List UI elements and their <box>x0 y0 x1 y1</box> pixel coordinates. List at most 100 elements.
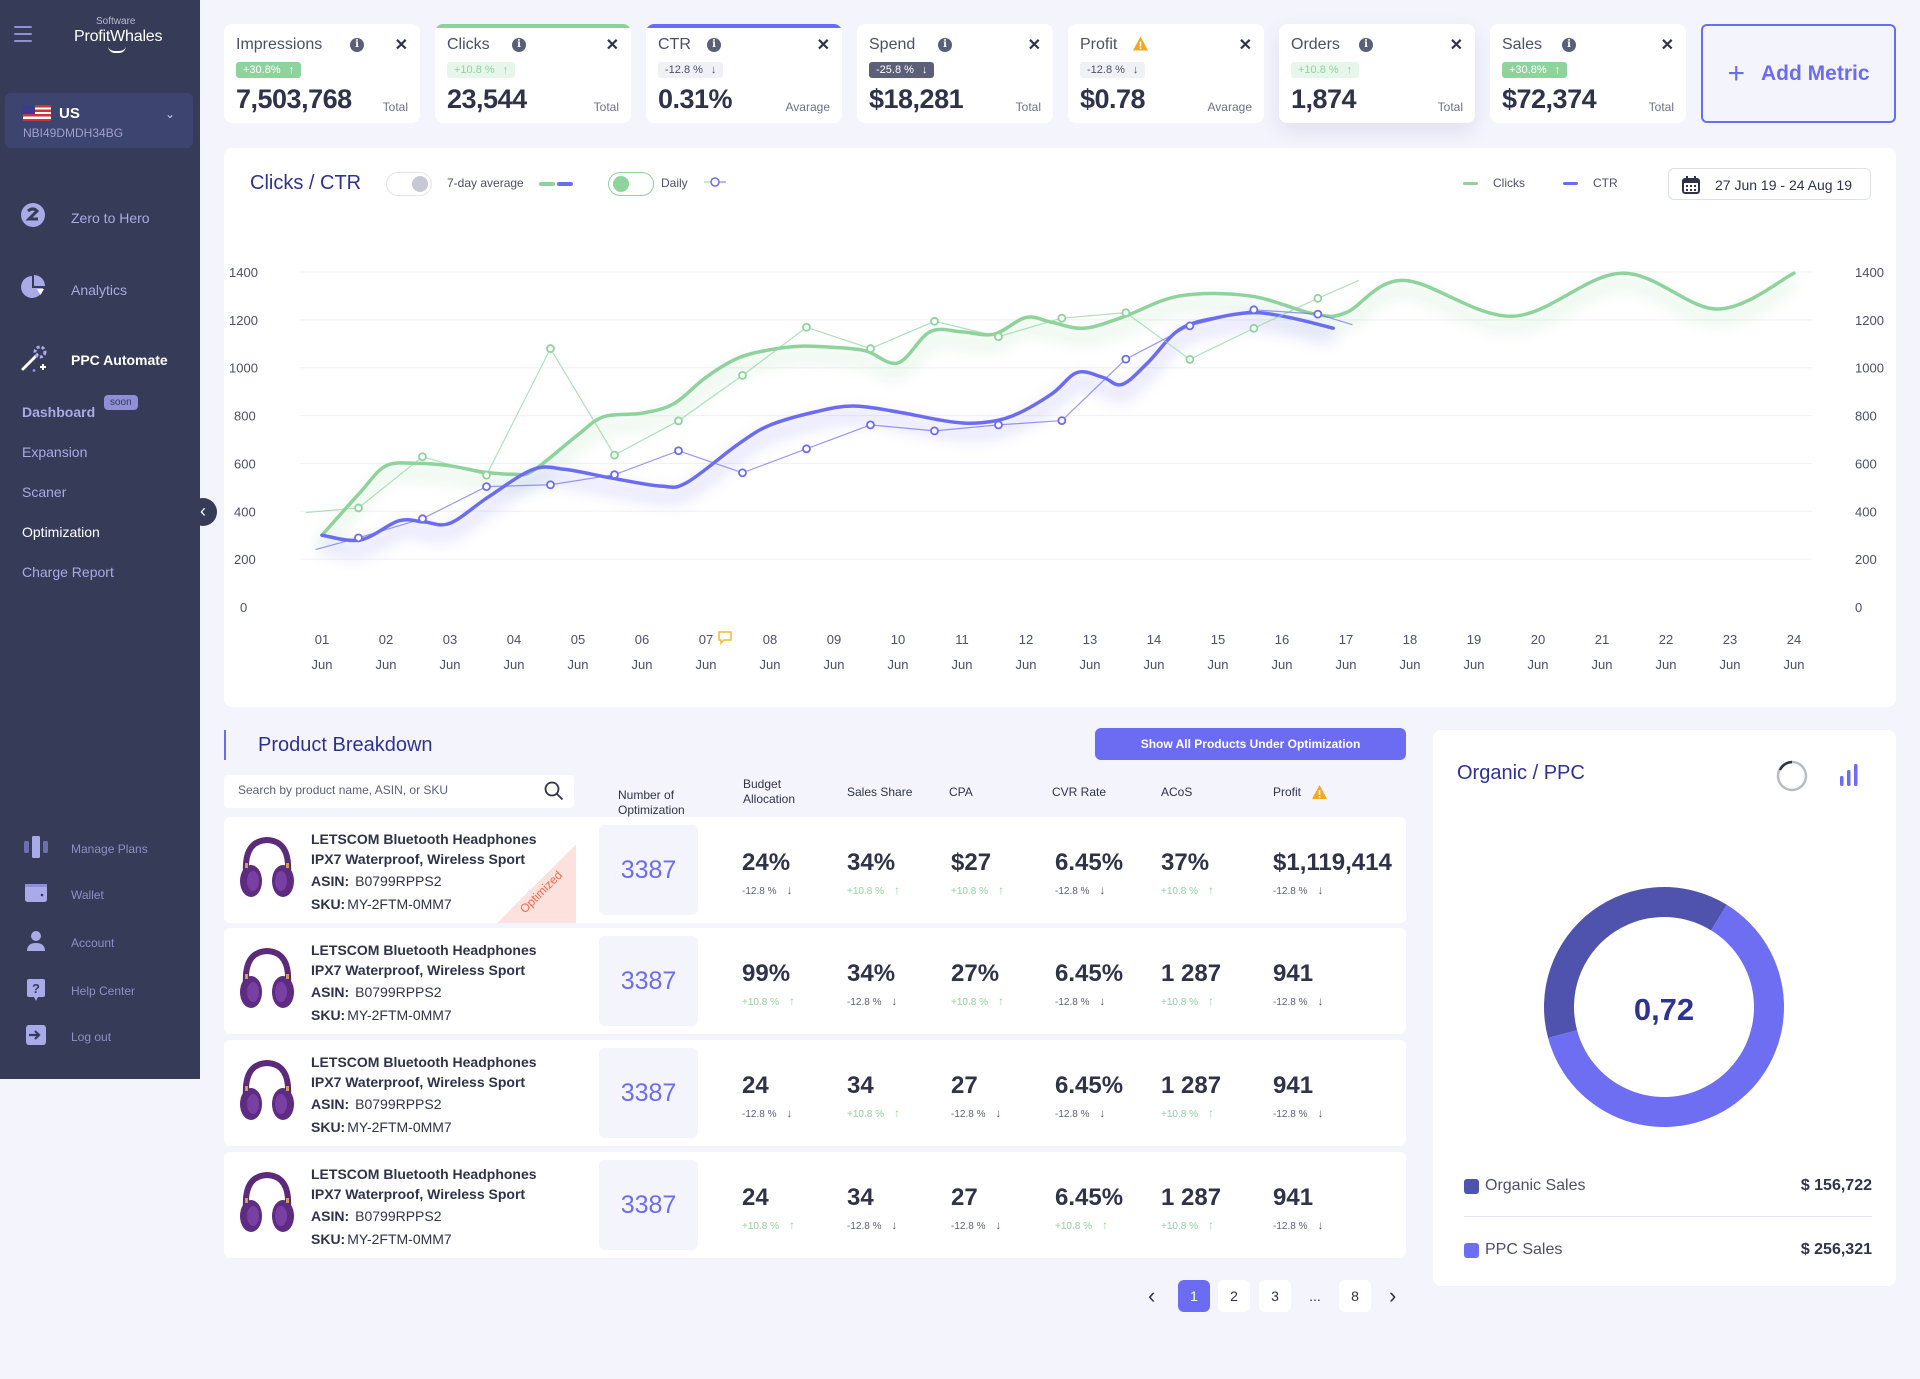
sidebar-subitem-scaner[interactable]: Scaner <box>22 484 67 500</box>
ctr-daily-point <box>418 514 427 524</box>
page-2-button[interactable]: 2 <box>1218 1280 1250 1312</box>
donut-view-icon[interactable] <box>1776 760 1808 792</box>
product-name-line1[interactable]: LETSCOM Bluetooth Headphones <box>311 942 537 958</box>
sidebar-item-log-out[interactable]: Log out <box>0 1025 200 1050</box>
optimization-count[interactable]: 3387 <box>599 936 698 1026</box>
sidebar-item-wallet[interactable]: Wallet <box>0 884 200 908</box>
sidebar-item-account[interactable]: Account <box>0 931 200 956</box>
table-row[interactable]: LETSCOM Bluetooth Headphones IPX7 Waterpr… <box>224 928 1406 1034</box>
header-sales-share[interactable]: Sales Share <box>847 785 913 799</box>
close-metric-icon[interactable]: ✕ <box>605 37 619 54</box>
collapse-sidebar-button[interactable]: ‹ <box>189 498 217 526</box>
asin-label: ASIN: <box>311 873 350 889</box>
optimization-count[interactable]: 3387 <box>599 825 698 915</box>
info-icon[interactable]: i <box>512 38 526 52</box>
clicks-daily-point <box>802 322 811 332</box>
metric-card-spend[interactable]: Spend i ✕ -25.8 % ↓ $18,281 Total <box>857 24 1053 123</box>
menu-icon[interactable] <box>14 26 32 42</box>
sidebar-item-zero-to-hero[interactable]: Zero to Hero <box>0 203 200 234</box>
seven-day-average-toggle[interactable] <box>386 172 432 196</box>
search-icon[interactable] <box>544 781 564 801</box>
header-acos[interactable]: ACoS <box>1161 785 1193 799</box>
metric-card-profit[interactable]: Profit ✕ -12.8 % ↓ $0.78 Avarage <box>1068 24 1264 123</box>
y-tick-left: 1400 <box>229 265 258 280</box>
arrow-down-icon: ↓ <box>891 1218 898 1232</box>
x-tick-day: 13 <box>1083 632 1097 647</box>
product-asin: ASIN: B0799RPPS2 <box>311 873 442 889</box>
arrow-down-icon: ↓ <box>786 1106 793 1120</box>
table-row[interactable]: LETSCOM Bluetooth Headphones IPX7 Waterpr… <box>224 1152 1406 1258</box>
date-range-picker[interactable]: 27 Jun 19 - 24 Aug 19 <box>1668 168 1871 200</box>
close-metric-icon[interactable]: ✕ <box>394 37 408 54</box>
metric-card-clicks[interactable]: Clicks i ✕ +10.8 % ↑ 23,544 Total <box>435 24 631 123</box>
show-all-products-button[interactable]: Show All Products Under Optimization <box>1095 728 1406 760</box>
optimization-count[interactable]: 3387 <box>599 1048 698 1138</box>
budget-allocation-change: -12.8 % ↓ <box>742 1106 792 1120</box>
daily-toggle[interactable] <box>608 172 654 196</box>
add-metric-button[interactable]: + Add Metric <box>1701 24 1896 123</box>
close-metric-icon[interactable]: ✕ <box>1027 37 1041 54</box>
sidebar-item-ppc-automate[interactable]: PPC Automate <box>0 345 200 376</box>
sidebar-item-manage-plans[interactable]: Manage Plans <box>0 836 200 862</box>
product-name-line1[interactable]: LETSCOM Bluetooth Headphones <box>311 1054 537 1070</box>
pagination-ellipsis: ... <box>1309 1288 1321 1304</box>
product-search[interactable] <box>224 775 574 808</box>
x-tick-day: 07 <box>699 632 713 647</box>
sidebar-item-label: Zero to Hero <box>71 210 150 226</box>
arrow-up-icon: ↑ <box>1207 994 1214 1008</box>
close-metric-icon[interactable]: ✕ <box>816 37 830 54</box>
header-budget-allocation[interactable]: Budget Allocation <box>743 777 795 807</box>
profit-change: -12.8 % ↓ <box>1273 1218 1323 1232</box>
info-icon[interactable]: i <box>1562 38 1576 52</box>
product-search-input[interactable] <box>238 783 538 797</box>
metric-card-impressions[interactable]: Impressions i ✕ +30.8% ↑ 7,503,768 Total <box>224 24 420 123</box>
seven-day-average-label: 7-day average <box>447 176 524 190</box>
header-number-of-optimization[interactable]: Number of Optimization <box>618 788 685 818</box>
sidebar-subitem-charge-report[interactable]: Charge Report <box>22 564 114 580</box>
metric-card-ctr[interactable]: CTR i ✕ -12.8 % ↓ 0.31% Avarage <box>646 24 842 123</box>
product-name-line1[interactable]: LETSCOM Bluetooth Headphones <box>311 831 537 847</box>
close-metric-icon[interactable]: ✕ <box>1660 37 1674 54</box>
sidebar-subitem-optimization[interactable]: Optimization <box>22 524 100 540</box>
change-value: +10.8 % <box>847 886 884 897</box>
country-account-selector[interactable]: US NBI49DMDH34BG ⌄ <box>5 93 193 148</box>
budget-allocation-change: +10.8 % ↑ <box>742 1218 795 1232</box>
cpa-change: +10.8 % ↑ <box>951 883 1004 897</box>
change-value: -12.8 % <box>1273 1221 1308 1232</box>
sidebar-item-help-center[interactable]: ? Help Center <box>0 979 200 1004</box>
comment-annotation-icon[interactable] <box>718 631 732 645</box>
header-profit[interactable]: Profit <box>1273 785 1328 800</box>
header-cpa[interactable]: CPA <box>949 785 973 799</box>
prev-page-button[interactable]: ‹ <box>1148 1283 1156 1308</box>
warning-icon <box>1312 785 1328 799</box>
page-1-button[interactable]: 1 <box>1178 1280 1210 1312</box>
optimization-count[interactable]: 3387 <box>599 1160 698 1250</box>
info-icon[interactable]: i <box>707 38 721 52</box>
x-tick-day: 21 <box>1595 632 1609 647</box>
budget-allocation-value: 24% <box>742 849 791 876</box>
info-icon[interactable]: i <box>350 38 364 52</box>
page-3-button[interactable]: 3 <box>1259 1280 1291 1312</box>
bar-view-icon[interactable] <box>1839 762 1861 788</box>
next-page-button[interactable]: › <box>1389 1283 1397 1308</box>
pie-chart-icon <box>20 274 46 300</box>
logo[interactable]: ProfitWhales <box>74 28 163 45</box>
table-row[interactable]: LETSCOM Bluetooth Headphones IPX7 Waterpr… <box>224 1040 1406 1146</box>
sidebar-subitem-dashboard[interactable]: Dashboard <box>22 404 96 420</box>
table-row[interactable]: LETSCOM Bluetooth Headphones IPX7 Waterpr… <box>224 817 1406 923</box>
x-tick-day: 08 <box>763 632 777 647</box>
close-metric-icon[interactable]: ✕ <box>1238 37 1252 54</box>
sidebar-subitem-expansion[interactable]: Expansion <box>22 444 88 460</box>
info-icon[interactable]: i <box>938 38 952 52</box>
close-metric-icon[interactable]: ✕ <box>1449 37 1463 54</box>
header-cvr-rate[interactable]: CVR Rate <box>1052 785 1107 799</box>
y-tick-right: 1000 <box>1855 361 1884 376</box>
page-8-button[interactable]: 8 <box>1339 1280 1371 1312</box>
info-icon[interactable]: i <box>1359 38 1373 52</box>
sidebar-item-analytics[interactable]: Analytics <box>0 274 200 306</box>
sku-value: MY-2FTM-0MM7 <box>347 1119 452 1135</box>
arrow-down-icon: ↓ <box>1099 883 1106 897</box>
metric-card-sales[interactable]: Sales i ✕ +30.8% ↑ $72,374 Total <box>1490 24 1686 123</box>
product-name-line1[interactable]: LETSCOM Bluetooth Headphones <box>311 1166 537 1182</box>
metric-card-orders[interactable]: Orders i ✕ +10.8 % ↑ 1,874 Total <box>1279 24 1475 123</box>
